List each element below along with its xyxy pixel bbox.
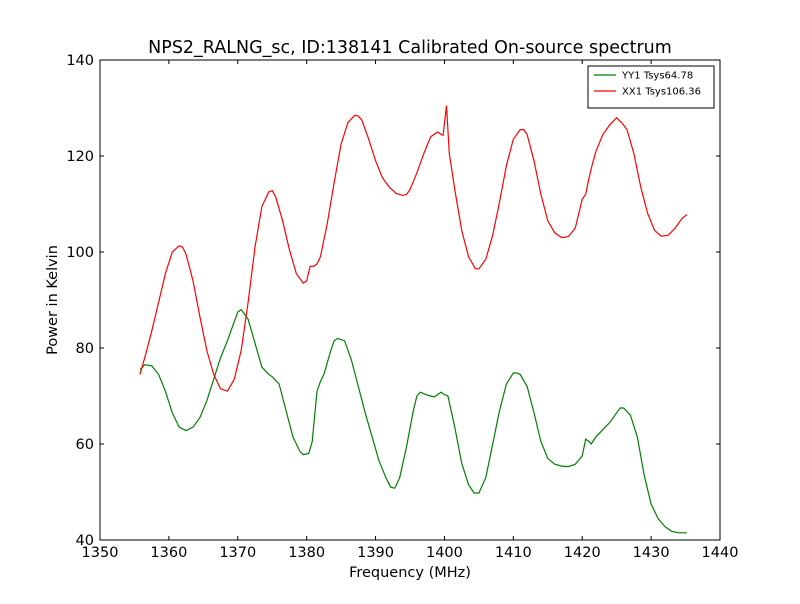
x-tick-label: 1360	[150, 545, 187, 561]
legend-label-1: YY1 Tsys64.78	[621, 71, 693, 82]
x-axis-label: Frequency (MHz)	[349, 565, 471, 581]
y-axis-label: Power in Kelvin	[45, 245, 61, 355]
x-tick-label: 1390	[357, 545, 394, 561]
y-tick-label: 40	[76, 533, 94, 549]
y-tick-label: 60	[76, 437, 94, 453]
x-tick-label: 1400	[426, 545, 463, 561]
legend-box	[587, 65, 715, 109]
y-tick-label: 80	[76, 341, 94, 357]
y-tick-label: 140	[66, 53, 94, 69]
x-tick-label: 1350	[82, 545, 119, 561]
x-tick-label: 1370	[219, 545, 256, 561]
x-tick-label: 1410	[495, 545, 532, 561]
series-line-1	[139, 308, 687, 534]
ticks-layer: 1350 1360 1370 1380 1390 1400 1410 1420 1430 1440…	[66, 53, 738, 561]
chart-title: NPS2_RALNG_sc, ID:138141 Calibrated On-s…	[148, 38, 672, 58]
series-line-2	[139, 105, 688, 392]
legend-label-2: XX1 Tsys106.36	[622, 87, 701, 98]
legend: YY1 Tsys64.78 XX1 Tsys106.36	[587, 65, 715, 109]
plot-frame	[99, 59, 721, 541]
x-tick-label: 1440	[702, 545, 739, 561]
series-layer	[139, 105, 688, 534]
x-tick-label: 1420	[564, 545, 601, 561]
y-tick-label: 100	[66, 245, 94, 261]
x-tick-label: 1430	[633, 545, 670, 561]
x-tick-label: 1380	[288, 545, 325, 561]
y-tick-label: 120	[66, 149, 94, 165]
